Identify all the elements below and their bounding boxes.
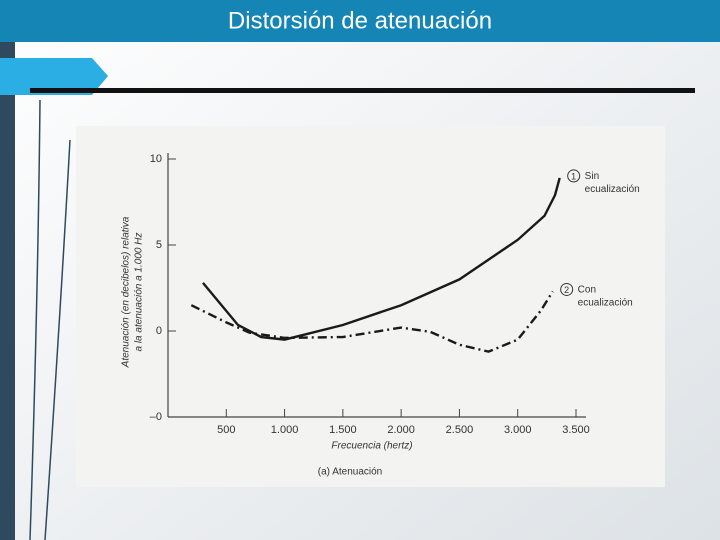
series-line <box>190 290 554 353</box>
x-tick-label: 500 <box>217 424 235 436</box>
y-tick-label: –0 <box>150 411 162 423</box>
x-tick-label: 1.500 <box>329 424 357 436</box>
divider <box>30 88 695 93</box>
decor-lines <box>29 99 71 540</box>
y-tick-label: 5 <box>156 239 162 251</box>
chart: –0 0 5 10 500 1.000 1.500 2.000 2.500 3.000 3.500 F… <box>121 153 640 478</box>
arrow-shape <box>0 58 108 95</box>
x-tick-label: 1.000 <box>271 424 299 436</box>
legend-label: Sin ecualización <box>585 171 640 195</box>
chart-image <box>76 126 665 487</box>
y-axis-label: a la atenuación a 1.000 Hz <box>134 233 145 352</box>
x-tick-label: 2.500 <box>446 424 474 436</box>
legend-marker-label: 2 <box>564 285 569 295</box>
y-axis-label: Atenuación (en decibelos) relativa <box>121 216 132 368</box>
slide-title: Distorsión de atenuación <box>228 7 492 34</box>
title-bar <box>0 0 720 42</box>
y-tick-label: 0 <box>156 325 162 337</box>
y-tick-label: 10 <box>150 153 162 165</box>
series-line <box>202 177 561 341</box>
legend-marker <box>567 169 581 183</box>
x-tick-label: 2.000 <box>387 424 415 436</box>
x-axis-label: Frecuencia (hertz) <box>331 441 412 452</box>
legend-label: Con ecualización <box>578 284 633 308</box>
x-tick-label: 3.500 <box>562 424 590 436</box>
legend-marker-label: 1 <box>571 171 576 181</box>
x-tick-label: 3.000 <box>504 424 532 436</box>
legend-marker <box>560 282 574 296</box>
side-strip <box>0 42 15 540</box>
caption: (a) Atenuación <box>318 467 383 478</box>
